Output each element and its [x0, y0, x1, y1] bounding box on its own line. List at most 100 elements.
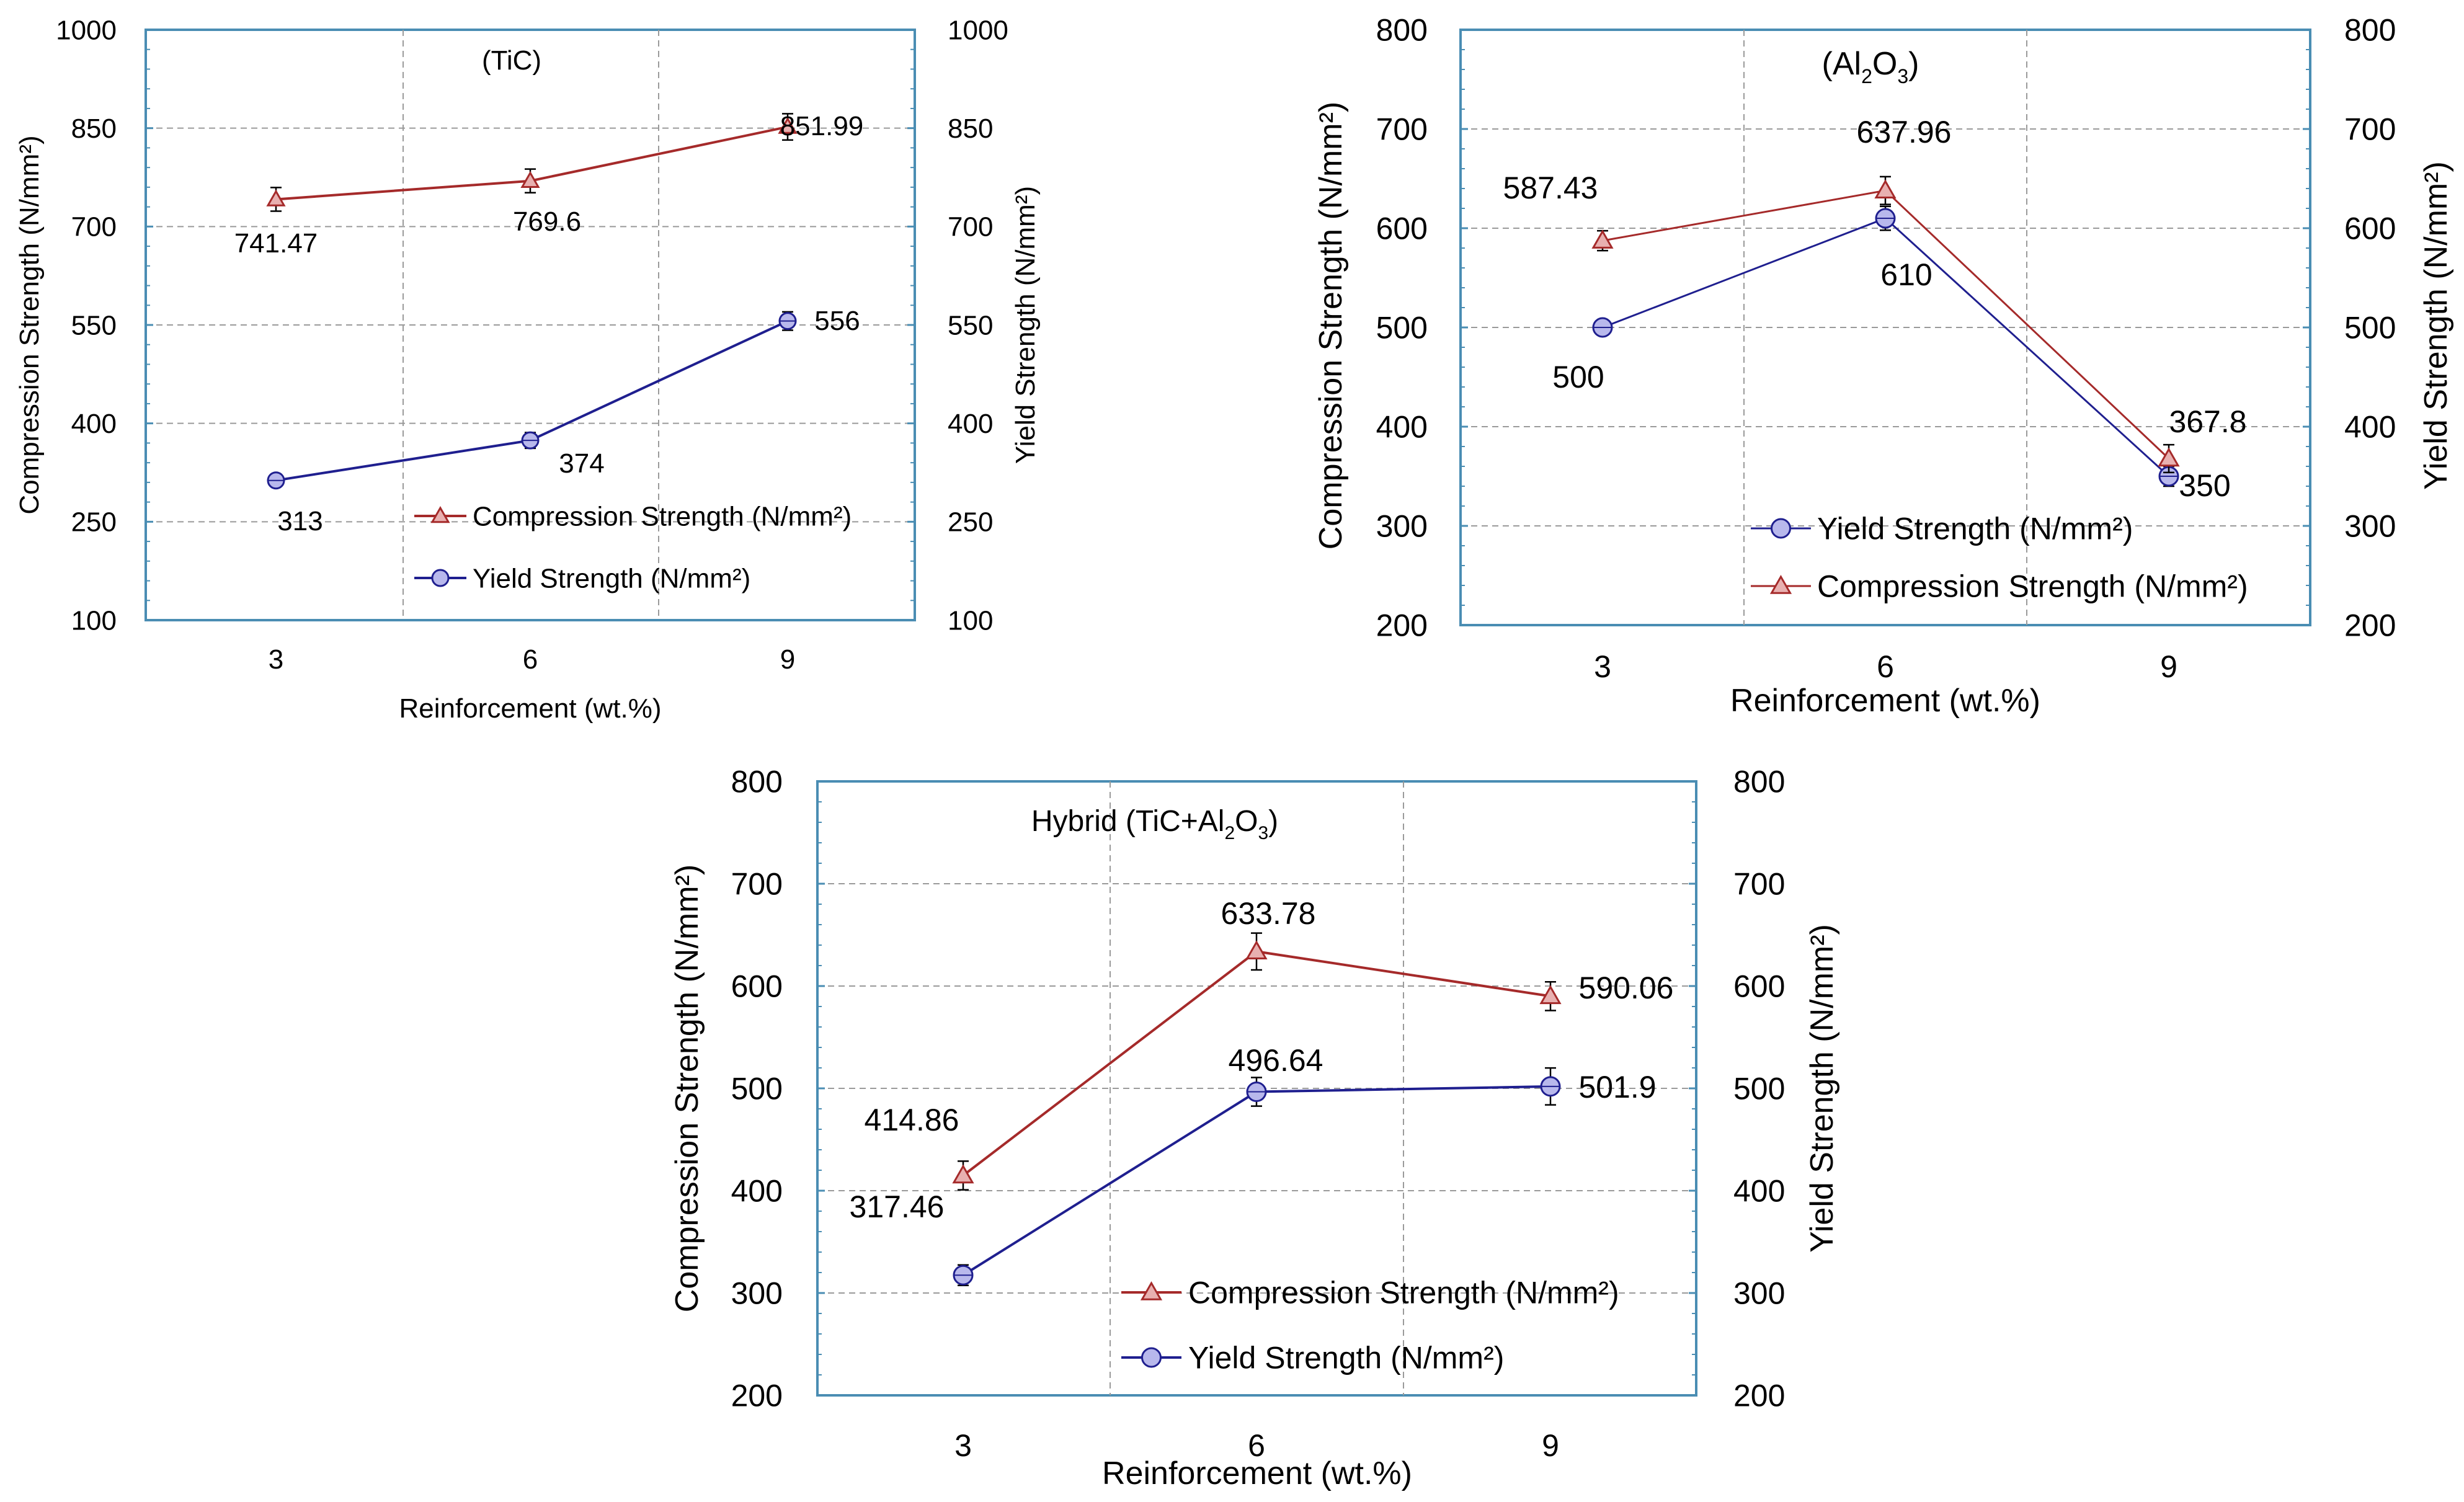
y-tick-label: 500 [1376, 311, 1428, 345]
x-axis-title: Reinforcement (wt.%) [399, 693, 661, 724]
y-tick-label: 800 [1376, 13, 1428, 48]
panel-title: (TiC) [482, 45, 541, 76]
y2-axis-title: Yield Strength (N/mm²) [1804, 924, 1840, 1253]
y-tick-label: 400 [731, 1174, 783, 1209]
marker-compression-strength [778, 117, 798, 134]
chart-panel-tic: 100 250 400 550 700 850 1000 100 250 400 550 700 85… [14, 15, 1041, 724]
legend-label-yield-strength: Yield Strength (N/mm²) [473, 563, 750, 593]
y2-tick-label: 550 [948, 310, 993, 340]
legend-label-compression-strength: Compression Strength (N/mm²) [1817, 569, 2248, 604]
y-tick-label: 1000 [56, 15, 117, 45]
y-tick-label: 300 [731, 1276, 783, 1311]
y2-tick-label: 1000 [948, 15, 1008, 45]
marker-compression-strength [952, 1164, 974, 1184]
series-layer [952, 932, 1562, 1286]
y2-axis-title: Yield Strength (N/mm²) [2418, 161, 2454, 490]
data-label-yield-strength: 500 [1552, 360, 1604, 394]
y2-tick-label: 300 [2344, 509, 2396, 544]
y-tick-label: 300 [1376, 509, 1428, 544]
y2-tick-label: 700 [948, 212, 993, 242]
y-axis-title: Compression Strength (N/mm²) [669, 864, 705, 1312]
y2-tick-label: 500 [2344, 311, 2396, 345]
x-tick-label: 6 [1248, 1428, 1265, 1463]
y2-tick-label: 400 [948, 409, 993, 439]
data-label-yield-strength: 610 [1880, 257, 1932, 292]
y-tick-label: 500 [731, 1072, 783, 1106]
y2-tick-label: 500 [1733, 1072, 1785, 1106]
legend-marker-compression-strength [1140, 1281, 1163, 1300]
y-tick-label: 600 [1376, 211, 1428, 246]
y2-tick-label: 800 [2344, 13, 2396, 48]
legend: Compression Strength (N/mm²) Yield Streng… [414, 501, 852, 593]
data-label-yield-strength: 501.9 [1578, 1070, 1656, 1104]
y-tick-label: 400 [71, 409, 117, 439]
x-tick-labels: 3 6 9 [1594, 649, 2177, 684]
data-label-compression-strength: 367.8 [2169, 404, 2246, 439]
x-tick-label: 9 [2160, 649, 2177, 684]
axis-ticks [817, 780, 1696, 1397]
data-label-yield-strength: 350 [2179, 468, 2230, 503]
y-tick-labels: 200 300 400 500 600 700 800 [731, 765, 783, 1413]
y2-axis-title: Yield Strength (N/mm²) [1010, 186, 1041, 464]
legend-marker-compression-strength [1769, 574, 1792, 594]
x-tick-label: 6 [523, 644, 538, 675]
y2-tick-label: 300 [1733, 1276, 1785, 1311]
y-tick-label: 600 [731, 969, 783, 1004]
legend: Yield Strength (N/mm²) Compression Streng… [1751, 512, 2248, 604]
axis-ticks [1461, 29, 2310, 626]
y2-tick-label: 200 [2344, 608, 2396, 643]
x-tick-label: 9 [780, 644, 795, 675]
legend-marker-compression-strength [430, 505, 450, 523]
y2-tick-label: 600 [1733, 969, 1785, 1004]
data-label-compression-strength: 637.96 [1857, 115, 1952, 149]
x-axis-title: Reinforcement (wt.%) [1730, 683, 2040, 719]
gridlines [146, 30, 915, 620]
y-tick-label: 200 [731, 1379, 783, 1413]
legend-label-yield-strength: Yield Strength (N/mm²) [1188, 1341, 1504, 1375]
x-tick-label: 6 [1877, 649, 1894, 684]
y2-tick-label: 700 [1733, 867, 1785, 902]
x-tick-label: 3 [954, 1428, 972, 1463]
y-axis-title: Compression Strength (N/mm²) [14, 135, 45, 514]
y-tick-label: 250 [71, 507, 117, 538]
data-label-yield-strength: 313 [277, 506, 322, 536]
data-label-compression-strength: 414.86 [865, 1103, 959, 1137]
data-label-compression-strength: 590.06 [1579, 971, 1674, 1005]
marker-compression-strength [266, 189, 286, 207]
x-tick-labels: 3 6 9 [954, 1428, 1559, 1463]
y-tick-label: 700 [731, 867, 783, 902]
legend-label-compression-strength: Compression Strength (N/mm²) [1188, 1276, 1619, 1310]
y2-tick-label: 400 [2344, 410, 2396, 445]
marker-compression-strength [520, 171, 540, 188]
y-tick-labels: 200 300 400 500 600 700 800 [1376, 13, 1428, 643]
chart-panel-al2o3: 200 300 400 500 600 700 800 200 300 400 500 600 700… [1313, 13, 2454, 719]
series-layer [266, 113, 798, 490]
data-labels: 313 374 556 741.47 769.6 851.99 [234, 111, 864, 536]
y2-tick-label: 800 [1733, 765, 1785, 799]
y-tick-labels: 100 250 400 550 700 850 1000 [56, 15, 117, 636]
legend-label-yield-strength: Yield Strength (N/mm²) [1817, 512, 2133, 546]
y-tick-label: 850 [71, 113, 117, 144]
marker-compression-strength [1591, 229, 1614, 249]
y-tick-label: 100 [71, 605, 117, 636]
legend: Compression Strength (N/mm²) Yield Streng… [1121, 1276, 1619, 1375]
data-label-compression-strength: 769.6 [513, 207, 581, 237]
y-tick-label: 400 [1376, 410, 1428, 445]
data-label-yield-strength: 556 [814, 306, 860, 336]
marker-compression-strength [1245, 940, 1268, 960]
x-tick-label: 3 [1594, 649, 1611, 684]
series-layer [1591, 176, 2180, 487]
legend-marker-yield-strength [1141, 1347, 1162, 1368]
legend-marker-yield-strength [1771, 518, 1791, 539]
y2-tick-label: 200 [1733, 1379, 1785, 1413]
y2-tick-label: 100 [948, 605, 993, 636]
y2-tick-labels: 200 300 400 500 600 700 800 [2344, 13, 2396, 643]
data-labels: 500 610 350 587.43 637.96 367.8 [1503, 115, 2247, 503]
legend-label-compression-strength: Compression Strength (N/mm²) [473, 501, 852, 531]
x-tick-label: 3 [269, 644, 283, 675]
y2-tick-label: 400 [1733, 1174, 1785, 1209]
y-tick-label: 700 [71, 212, 117, 242]
data-label-compression-strength: 633.78 [1221, 896, 1316, 931]
y-tick-label: 800 [731, 765, 783, 799]
